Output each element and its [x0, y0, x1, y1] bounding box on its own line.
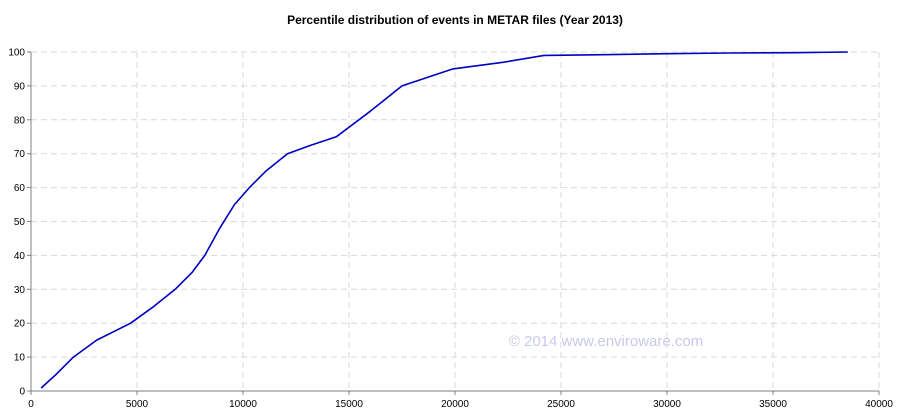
x-tick-label: 15000 [335, 399, 363, 410]
x-tick-label: 35000 [759, 399, 787, 410]
y-tick-label: 40 [14, 251, 26, 262]
y-tick-label: 0 [19, 387, 25, 398]
y-tick-label: 90 [14, 81, 26, 92]
x-tick-label: 20000 [441, 399, 469, 410]
grid [31, 51, 880, 391]
y-tick-label: 20 [14, 319, 26, 330]
y-tick-label: 60 [14, 183, 26, 194]
series-line [40, 51, 849, 389]
chart-title: Percentile distribution of events in MET… [287, 13, 623, 27]
watermark: © 2014 www.enviroware.com [509, 333, 703, 350]
y-tick-label: 30 [14, 285, 26, 296]
series-layer [40, 51, 849, 389]
x-tick-label: 10000 [229, 399, 257, 410]
y-tick-label: 50 [14, 217, 26, 228]
x-tick-label: 40000 [865, 399, 893, 410]
x-tick-label: 0 [28, 399, 34, 410]
y-tick-label: 70 [14, 149, 26, 160]
x-tick-label: 25000 [547, 399, 575, 410]
x-tick-label: 30000 [653, 399, 681, 410]
y-tick-label: 10 [14, 353, 26, 364]
axes: 0 10 20 30 40 50 60 70 80 90 100 0 5000 10000 15000 200… [8, 48, 893, 411]
x-tick-label: 5000 [126, 399, 149, 410]
y-tick-label: 80 [14, 115, 26, 126]
y-tick-label: 100 [8, 48, 25, 59]
